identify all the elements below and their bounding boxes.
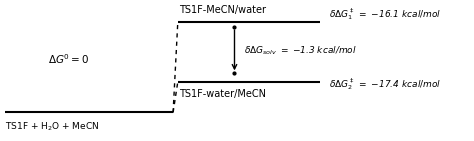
Text: TS1F-MeCN/water: TS1F-MeCN/water [179,5,266,16]
Text: $\delta\Delta G_{solv}$ $=$ $-$1.3 kcal/mol: $\delta\Delta G_{solv}$ $=$ $-$1.3 kcal/… [244,45,357,57]
Text: $\delta\Delta G_2^\ddagger$ $=$ $-$17.4 $kcal/mol$: $\delta\Delta G_2^\ddagger$ $=$ $-$17.4 … [329,77,441,92]
Text: $\Delta G^0 = 0$: $\Delta G^0 = 0$ [48,52,90,66]
Text: TS1F-water/MeCN: TS1F-water/MeCN [179,89,266,99]
Text: $\delta\Delta G_1^\ddagger$ $=$ $-$16.1 $kcal/mol$: $\delta\Delta G_1^\ddagger$ $=$ $-$16.1 … [329,7,441,22]
Text: TS1F + H$_2$O + MeCN: TS1F + H$_2$O + MeCN [5,120,100,133]
